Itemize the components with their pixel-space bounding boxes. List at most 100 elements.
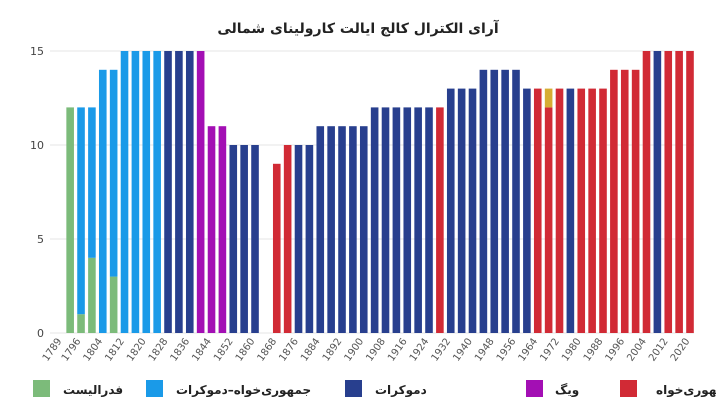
x-tick-label: 1860	[234, 336, 258, 363]
bar-segment	[251, 145, 259, 333]
bar-segment	[77, 314, 85, 333]
bar-segment	[359, 126, 368, 333]
x-tick-label: 2012	[647, 336, 671, 363]
x-tick-label: 1868	[256, 336, 280, 363]
bar-segment	[533, 88, 542, 333]
x-axis: 1789179618041812182018281836184418521860…	[41, 336, 693, 363]
legend-swatch	[345, 380, 362, 397]
bar-segment	[185, 51, 194, 333]
x-tick-label: 1852	[212, 336, 236, 363]
bar-segment	[175, 51, 183, 333]
x-tick-label: 1836	[169, 336, 193, 363]
bar-segment	[370, 107, 379, 334]
y-tick-label: 0	[37, 327, 44, 340]
x-tick-label: 1892	[321, 336, 345, 363]
bar-segment	[403, 107, 412, 334]
x-tick-label: 1812	[103, 336, 127, 363]
bar-segment	[664, 51, 673, 333]
bar-segment	[446, 88, 455, 333]
bar-segment	[196, 51, 205, 333]
bar-segment	[164, 51, 172, 333]
bar-segment	[77, 107, 85, 315]
legend-swatch	[33, 380, 50, 397]
bar-segment	[490, 69, 499, 334]
x-tick-label: 1980	[560, 336, 584, 363]
bar-segment	[381, 107, 390, 334]
x-tick-label: 1908	[364, 336, 388, 363]
bar-segment	[316, 126, 325, 333]
bar-segment	[555, 88, 564, 333]
bar-segment	[631, 69, 640, 334]
bar-segment	[305, 145, 314, 333]
bar-segment	[436, 107, 444, 334]
bar-segment	[675, 51, 683, 333]
bar-segment	[512, 69, 520, 334]
bar-segment	[610, 69, 618, 334]
bar-segment	[501, 69, 509, 334]
x-tick-label: 1932	[430, 336, 454, 363]
bar-segment	[109, 276, 118, 333]
bar-segment	[566, 88, 575, 333]
bar-segment	[544, 107, 553, 334]
bar-segment	[544, 88, 553, 108]
bar-segment	[153, 51, 161, 333]
legend-swatch	[526, 380, 543, 397]
bar-segment	[588, 88, 596, 333]
bar-segment	[479, 69, 488, 334]
legend-label: دموکرات	[375, 383, 427, 398]
chart-title: آرای الکترال کالج ایالت کارولینای شمالی	[217, 19, 500, 37]
bar-segment	[523, 88, 531, 333]
x-tick-label: 1924	[408, 336, 432, 363]
legend-label: جمهوری‌خواه	[656, 383, 716, 398]
x-tick-label: 1940	[451, 336, 475, 363]
bar-segment	[294, 145, 303, 333]
bar-segment	[599, 88, 607, 333]
bars	[66, 51, 694, 334]
bar-segment	[218, 126, 227, 333]
y-tick-label: 15	[30, 45, 44, 58]
legend-label: جمهوری‌خواه–دموکرات	[176, 383, 311, 398]
bar-segment	[577, 88, 586, 333]
bar-segment	[98, 69, 107, 334]
bar-segment	[131, 51, 140, 333]
bar-segment	[653, 51, 662, 333]
legend-label: فدرالیست	[63, 383, 123, 397]
bar-segment	[349, 126, 357, 333]
bar-segment	[88, 257, 96, 333]
legend-label: ویگ	[555, 383, 579, 398]
x-tick-label: 1916	[386, 336, 410, 363]
x-tick-label: 1876	[277, 336, 301, 363]
bar-segment	[327, 126, 335, 333]
x-tick-label: 1789	[41, 336, 65, 363]
bar-segment	[283, 145, 292, 333]
x-tick-label: 1900	[343, 336, 367, 363]
bar-segment	[109, 69, 118, 277]
x-tick-label: 1972	[538, 336, 562, 363]
bar-segment	[88, 107, 96, 258]
x-tick-label: 1828	[147, 336, 171, 363]
x-tick-label: 1956	[495, 336, 519, 363]
x-tick-label: 1796	[60, 336, 84, 363]
bar-segment	[425, 107, 433, 334]
bar-segment	[142, 51, 151, 333]
x-tick-label: 1996	[604, 336, 628, 363]
x-tick-label: 1988	[582, 336, 606, 363]
bar-segment	[240, 145, 248, 333]
legend-swatch	[146, 380, 163, 397]
legend: فدرالیست جمهوری‌خواه–دموکرات دموکرات ویگ جمه…	[33, 380, 716, 398]
x-tick-label: 2020	[669, 336, 693, 363]
x-tick-label: 1804	[82, 336, 106, 363]
x-tick-label: 1844	[190, 336, 214, 363]
bar-segment	[66, 107, 74, 334]
bar-segment	[338, 126, 346, 333]
bar-segment	[468, 88, 477, 333]
bar-segment	[414, 107, 422, 334]
x-tick-label: 1948	[473, 336, 497, 363]
x-tick-label: 1884	[299, 336, 323, 363]
bar-segment	[272, 163, 281, 333]
bar-segment	[686, 51, 694, 333]
y-axis: 0 5 10 15	[30, 45, 44, 340]
x-tick-label: 2004	[625, 336, 649, 363]
bar-segment	[620, 69, 629, 334]
